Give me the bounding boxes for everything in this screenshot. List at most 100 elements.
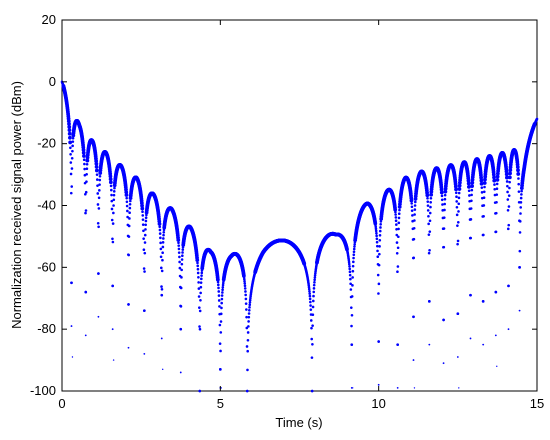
data-point: [312, 299, 315, 303]
data-point: [308, 289, 311, 293]
data-point: [177, 244, 181, 247]
data-point: [244, 290, 247, 293]
data-point: [428, 248, 431, 252]
data-point: [110, 188, 113, 192]
data-point: [246, 338, 250, 342]
data-point: [179, 305, 183, 308]
data-point: [160, 266, 163, 270]
data-point: [179, 286, 183, 290]
data-point: [200, 271, 204, 275]
data-point: [518, 309, 521, 312]
data-point: [221, 288, 224, 292]
data-point: [159, 247, 163, 251]
data-point: [219, 312, 223, 316]
data-point: [246, 331, 250, 334]
data-point: [97, 225, 100, 229]
data-point: [67, 121, 71, 126]
data-point: [69, 153, 72, 156]
data-point: [85, 180, 88, 183]
data-point: [85, 167, 89, 171]
data-point: [217, 294, 221, 297]
data-point: [349, 288, 353, 291]
data-point: [519, 206, 523, 209]
data-point: [350, 313, 354, 317]
data-point: [71, 149, 74, 153]
data-point: [442, 227, 446, 230]
data-point: [197, 281, 200, 284]
data-point: [374, 227, 378, 230]
data-point: [128, 202, 132, 206]
data-point: [127, 253, 131, 257]
data-point: [458, 387, 460, 389]
data-point: [468, 194, 471, 197]
data-point: [397, 221, 401, 225]
data-point: [97, 315, 100, 318]
data-point: [375, 231, 378, 235]
data-point: [196, 267, 200, 271]
data-point: [493, 187, 497, 191]
data-point: [84, 190, 88, 194]
data-point: [198, 325, 201, 328]
data-point: [98, 174, 102, 178]
data-point: [157, 221, 162, 226]
data-point: [160, 288, 164, 291]
data-point: [457, 196, 461, 200]
data-point: [243, 282, 247, 285]
data-point: [111, 240, 115, 244]
data-point: [144, 216, 148, 220]
data-point: [507, 175, 512, 180]
data-point: [245, 315, 248, 319]
data-point: [244, 297, 248, 301]
data-point: [348, 273, 352, 277]
data-point: [96, 184, 99, 187]
data-point: [508, 186, 511, 190]
data-point: [492, 175, 496, 180]
data-point: [127, 346, 130, 349]
data-point: [394, 216, 398, 219]
data-point: [443, 202, 447, 206]
data-point: [352, 256, 355, 260]
data-point: [469, 236, 473, 240]
data-point: [443, 197, 447, 201]
data-point: [507, 284, 510, 288]
data-point: [307, 287, 311, 291]
data-point: [427, 214, 430, 218]
data-point: [410, 202, 413, 205]
data-point: [312, 283, 316, 287]
data-point: [160, 293, 164, 297]
data-point: [111, 222, 115, 225]
data-point: [308, 294, 312, 298]
data-point: [455, 200, 459, 203]
data-point: [67, 128, 72, 133]
data-point: [378, 252, 381, 256]
data-point: [310, 337, 314, 341]
data-point: [69, 161, 73, 164]
data-point: [496, 365, 498, 367]
data-point: [243, 287, 247, 290]
data-point: [410, 209, 414, 212]
data-point: [220, 301, 223, 305]
data-point: [483, 190, 486, 194]
data-point: [396, 387, 399, 389]
data-point: [396, 343, 399, 346]
data-point: [394, 213, 397, 216]
data-point: [518, 249, 522, 253]
data-point: [469, 207, 473, 210]
data-point: [95, 178, 99, 181]
data-point: [351, 264, 355, 268]
x-tick-label: 10: [371, 396, 385, 411]
data-point: [348, 267, 352, 271]
data-point: [216, 280, 220, 284]
data-point: [394, 210, 397, 214]
data-point: [70, 281, 73, 285]
data-point: [197, 295, 201, 298]
data-point: [97, 272, 100, 275]
data-point: [426, 204, 430, 207]
data-point: [507, 205, 511, 208]
data-point: [112, 204, 115, 207]
data-point: [141, 214, 145, 217]
data-point: [454, 187, 458, 192]
data-point: [161, 251, 164, 255]
data-point: [518, 231, 522, 234]
data-point: [177, 247, 181, 251]
